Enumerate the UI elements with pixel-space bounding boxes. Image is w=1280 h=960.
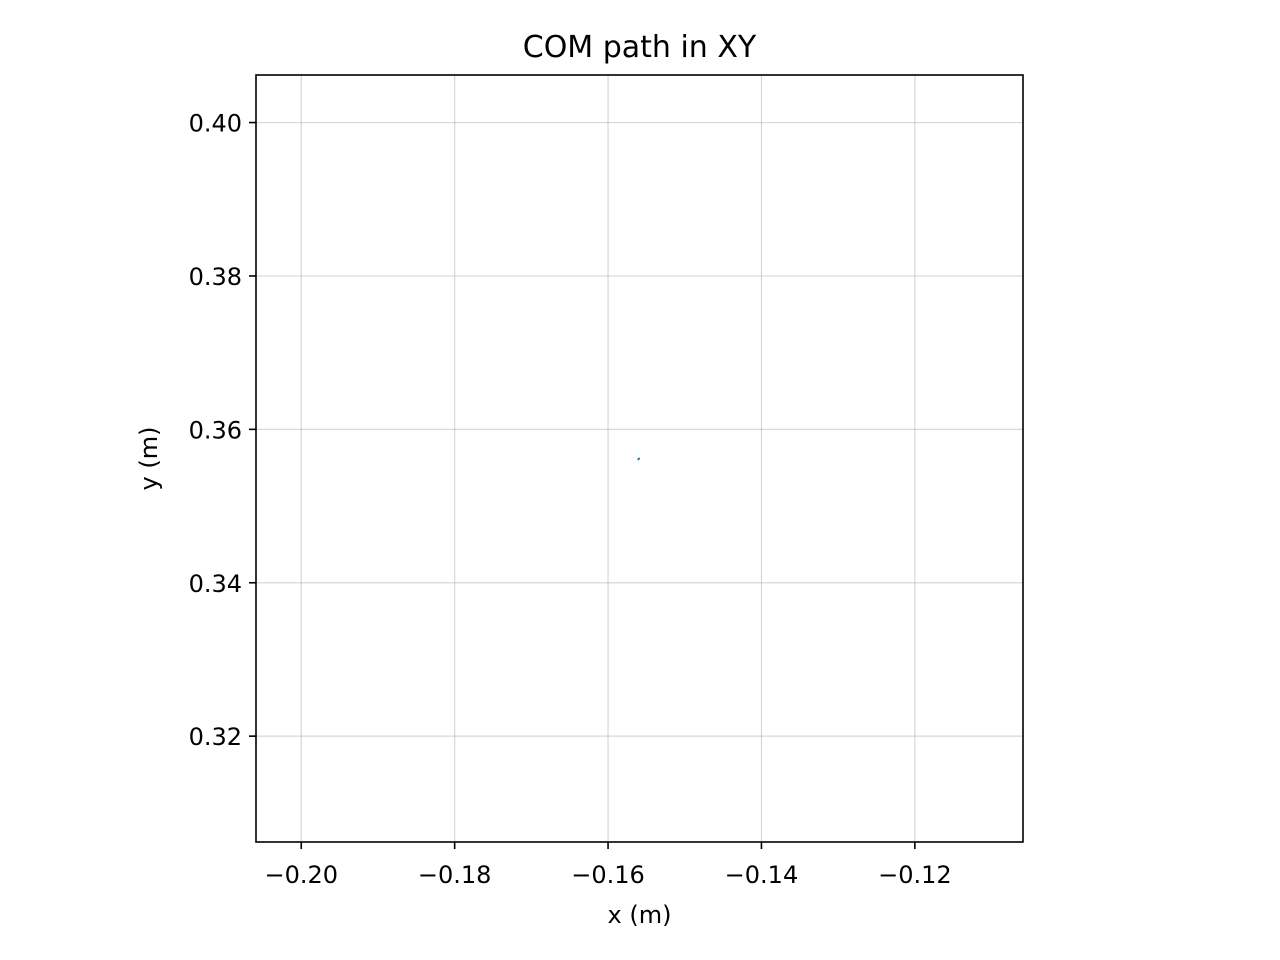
plot-area xyxy=(637,457,641,461)
y-tick-label: 0.32 xyxy=(189,723,242,751)
y-tick-label: 0.34 xyxy=(189,570,242,598)
com-path-line xyxy=(637,457,641,461)
x-tick-label: −0.18 xyxy=(418,861,492,889)
x-tick-label: −0.20 xyxy=(264,861,338,889)
y-tick-label: 0.40 xyxy=(189,110,242,138)
x-tick-label: −0.16 xyxy=(571,861,645,889)
y-tick-label: 0.38 xyxy=(189,263,242,291)
x-tick-label: −0.14 xyxy=(725,861,799,889)
chart-title: COM path in XY xyxy=(523,30,757,65)
x-tick-label: −0.12 xyxy=(878,861,952,889)
y-tick-label: 0.36 xyxy=(189,416,242,444)
grid xyxy=(256,75,1023,842)
y-axis-label: y (m) xyxy=(135,427,163,491)
axes-frame xyxy=(255,74,1024,843)
x-axis-label: x (m) xyxy=(608,901,672,929)
ticks: −0.20 −0.18 −0.16 −0.14 −0.12 0.32 0.34 0.36 0.3… xyxy=(189,110,952,889)
